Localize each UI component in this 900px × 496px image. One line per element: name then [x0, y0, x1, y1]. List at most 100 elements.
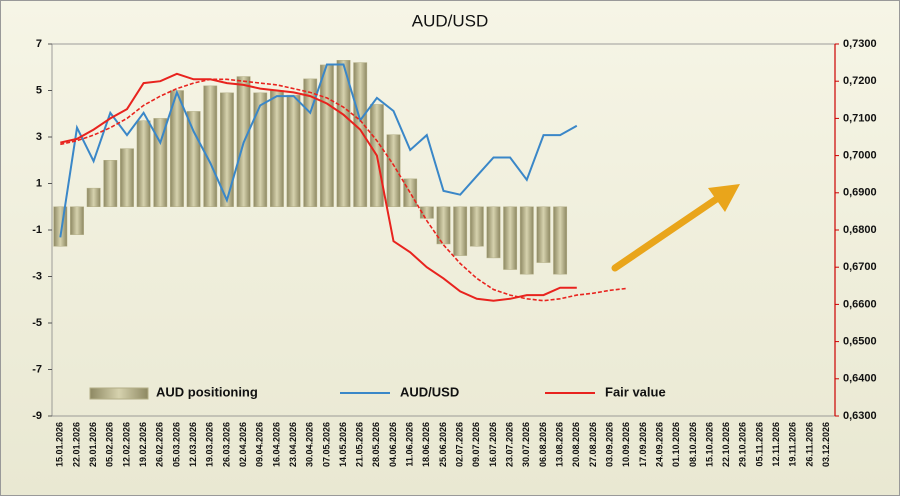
bar [353, 62, 368, 207]
x-tick-label: 06.08.2026 [538, 422, 548, 467]
x-tick-label: 02.07.2026 [455, 422, 465, 467]
x-tick-label: 13.08.2026 [554, 422, 564, 467]
y2-tick-label: 0,6800 [843, 224, 877, 236]
bar [519, 206, 534, 275]
x-tick-label: 16.04.2026 [271, 422, 281, 467]
bar [286, 94, 301, 207]
line [60, 72, 577, 302]
chart-title: AUD/USD [412, 11, 489, 30]
x-tick-label: 07.05.2026 [321, 422, 331, 467]
bar [203, 85, 218, 207]
x-tick-label: 22.01.2026 [71, 422, 81, 467]
x-tick-label: 29.10.2026 [738, 422, 748, 467]
bar [386, 134, 401, 207]
bar [70, 206, 84, 235]
bar [336, 60, 351, 208]
y2-tick-label: 0,6900 [843, 187, 877, 199]
y-tick-label: -9 [32, 410, 42, 422]
bar [503, 206, 518, 270]
x-tick-label: 21.05.2026 [355, 422, 365, 467]
x-tick-label: 19.11.2026 [788, 422, 798, 467]
bar [86, 187, 101, 207]
x-tick-label: 29.01.2026 [88, 422, 98, 467]
y-tick-label: 7 [36, 38, 42, 50]
bar [103, 160, 118, 207]
x-tick-label: 26.11.2026 [804, 422, 814, 467]
trend-arrow [611, 184, 740, 272]
x-tick-label: 12.02.2026 [121, 422, 131, 467]
arrow-shaft [611, 194, 722, 272]
x-tick-label: 28.05.2026 [371, 422, 381, 467]
x-tick-label: 20.08.2026 [571, 422, 581, 467]
x-tick-label: 18.06.2026 [421, 422, 431, 467]
x-tick-label: 19.03.2026 [205, 422, 215, 467]
x-tick-label: 09.07.2026 [471, 422, 481, 467]
bar [220, 92, 234, 207]
y-tick-label: -3 [32, 270, 42, 282]
bar [253, 92, 268, 207]
legend-label: AUD/USD [400, 384, 459, 399]
y2-tick-label: 0,6300 [843, 410, 877, 422]
legend-label: Fair value [605, 384, 666, 399]
x-tick-label: 11.06.2026 [405, 422, 415, 467]
x-tick-label: 12.11.2026 [771, 422, 781, 467]
bar [136, 120, 151, 207]
x-tick-label: 14.05.2026 [338, 422, 348, 467]
x-tick-label: 08.10.2026 [688, 422, 698, 467]
x-tick-label: 05.11.2026 [754, 422, 764, 467]
y-tick-label: 1 [36, 177, 42, 189]
y2-tick-label: 0,6600 [843, 298, 877, 310]
x-tick-label: 02.04.2026 [238, 422, 248, 467]
bar [486, 206, 501, 259]
y-tick-label: -1 [32, 224, 42, 236]
x-tick-label: 27.08.2026 [588, 422, 598, 467]
bar [419, 206, 434, 219]
x-tick-label: 19.02.2026 [138, 422, 148, 467]
x-tick-label: 26.02.2026 [155, 422, 165, 467]
x-tick-label: 17.09.2026 [638, 422, 648, 467]
x-tick-label: 01.10.2026 [671, 422, 681, 467]
x-tick-label: 15.01.2026 [55, 422, 65, 467]
dashed-line [60, 78, 627, 302]
y2-tick-label: 0,7000 [843, 150, 877, 162]
x-tick-label: 05.03.2026 [171, 422, 181, 467]
bar [469, 206, 484, 247]
x-tick-label: 09.04.2026 [255, 422, 265, 467]
x-tick-label: 24.09.2026 [654, 422, 664, 467]
x-tick-label: 23.07.2026 [505, 422, 515, 467]
x-tick-label: 03.12.2026 [821, 422, 831, 467]
x-tick-label: 16.07.2026 [488, 422, 498, 467]
x-tick-label: 15.10.2026 [704, 422, 714, 467]
x-tick-label: 25.06.2026 [438, 422, 448, 467]
bar [186, 111, 201, 207]
bar [269, 90, 284, 207]
arrow-head [708, 184, 740, 212]
x-tick-label: 30.04.2026 [305, 422, 315, 467]
bar [436, 206, 451, 245]
line [59, 63, 578, 238]
bar [403, 178, 418, 208]
y2-tick-label: 0,7300 [843, 38, 877, 50]
x-tick-label: 26.03.2026 [221, 422, 231, 467]
x-tick-label: 30.07.2026 [521, 422, 531, 467]
x-tick-label: 03.09.2026 [604, 422, 614, 467]
y-tick-label: -5 [32, 317, 42, 329]
x-tick-label: 22.10.2026 [721, 422, 731, 467]
bar [120, 148, 134, 207]
x-tick-label: 12.03.2026 [188, 422, 198, 467]
x-tick-label: 23.04.2026 [288, 422, 298, 467]
bar [536, 206, 551, 263]
y-tick-label: 5 [36, 84, 42, 96]
x-tick-label: 10.09.2026 [621, 422, 631, 467]
y2-tick-label: 0,7200 [843, 75, 877, 87]
bar [153, 118, 168, 207]
bar [453, 206, 468, 256]
legend-label: AUD positioning [156, 384, 258, 399]
y2-tick-label: 0,6400 [843, 373, 877, 385]
x-tick-label: 05.02.2026 [105, 422, 115, 467]
y-tick-label: -7 [32, 363, 42, 375]
bar [553, 206, 568, 275]
y2-tick-label: 0,6700 [843, 261, 877, 273]
